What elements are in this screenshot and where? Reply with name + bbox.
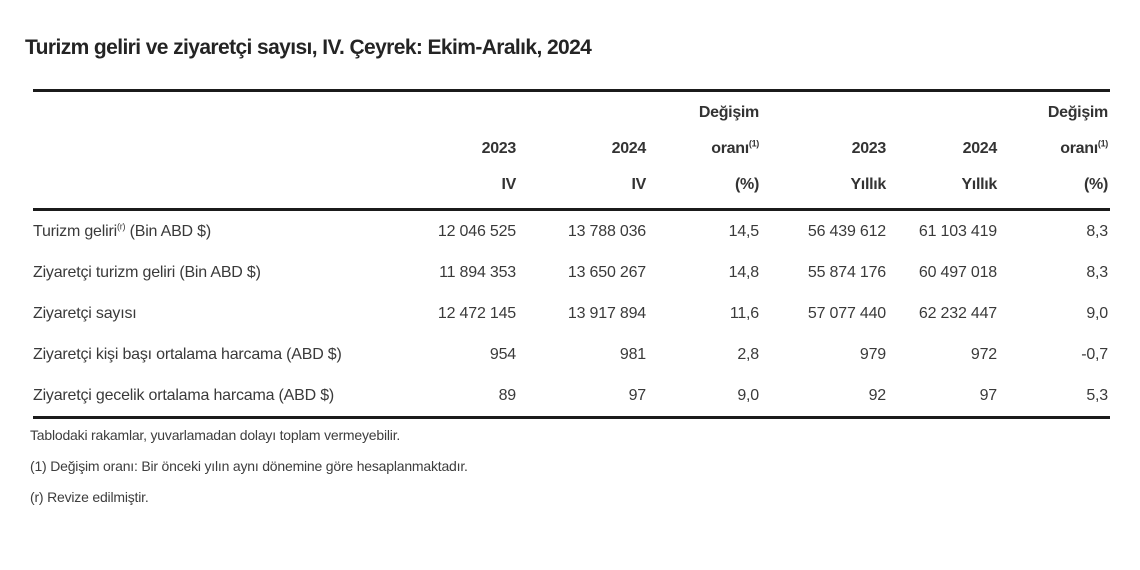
header-line: Değişim	[1047, 104, 1108, 121]
table-row: Turizm geliri(r) (Bin ABD $) 12 046 525 …	[33, 210, 1110, 253]
value-cell: 89	[498, 386, 517, 404]
table-row: Ziyaretçi kişi başı ortalama harcama (AB…	[33, 334, 1110, 375]
statistics-table: 2023 IV 2024 IV Değişim oranı(1) (%)	[33, 89, 1110, 419]
value-cell: 13 650 267	[567, 263, 646, 281]
page-title: Turizm geliri ve ziyaretçi sayısı, IV. Ç…	[25, 36, 592, 59]
value-cell: 8,3	[1086, 263, 1108, 281]
header-line: oranı(1)	[711, 138, 759, 157]
header-line: oranı(1)	[1060, 138, 1108, 157]
value-cell: 62 232 447	[918, 304, 997, 322]
header-line	[888, 95, 997, 131]
value-cell: 12 046 525	[437, 222, 516, 240]
row-label: Ziyaretçi kişi başı ortalama harcama (AB…	[33, 345, 342, 363]
column-header-2024-annual: 2024 Yıllık	[888, 90, 999, 211]
value-cell: 5,3	[1086, 386, 1108, 404]
header-line: Değişim	[698, 104, 759, 121]
value-cell: 97	[628, 386, 647, 404]
value-cell: 981	[619, 345, 646, 363]
header-line: (%)	[1084, 176, 1108, 193]
value-cell: 97	[979, 386, 998, 404]
header-line	[761, 95, 886, 131]
footnotes-block: Tablodaki rakamlar, yuvarlamadan dolayı …	[30, 426, 468, 519]
value-cell: 9,0	[737, 386, 759, 404]
value-cell: 13 917 894	[567, 304, 646, 322]
header-line: 2023	[851, 140, 887, 157]
value-cell: 14,8	[728, 263, 760, 281]
header-line: Yıllık	[961, 176, 997, 193]
value-cell: -0,7	[1081, 345, 1108, 363]
value-cell: 979	[859, 345, 886, 363]
table-row: Ziyaretçi turizm geliri (Bin ABD $) 11 8…	[33, 252, 1110, 293]
header-line: 2024	[962, 140, 998, 157]
value-cell: 55 874 176	[807, 263, 886, 281]
value-cell: 14,5	[728, 222, 760, 240]
header-line	[518, 95, 646, 131]
header-line: IV	[501, 176, 516, 193]
value-cell: 11 894 353	[439, 263, 516, 281]
column-header-2023-q4: 2023 IV	[398, 90, 518, 211]
header-line: (%)	[735, 176, 759, 193]
value-cell: 61 103 419	[918, 222, 997, 240]
value-cell: 8,3	[1086, 222, 1108, 240]
row-label: Turizm geliri(r) (Bin ABD $)	[33, 221, 211, 240]
column-header-change-rate-annual: Değişim oranı(1) (%)	[999, 90, 1110, 211]
row-label: Ziyaretçi turizm geliri (Bin ABD $)	[33, 263, 261, 281]
row-label: Ziyaretçi gecelik ortalama harcama (ABD …	[33, 386, 335, 404]
value-cell: 2,8	[737, 345, 759, 363]
column-header-2023-annual: 2023 Yıllık	[761, 90, 888, 211]
column-header-change-rate-q: Değişim oranı(1) (%)	[648, 90, 761, 211]
value-cell: 972	[970, 345, 997, 363]
footnote: (r) Revize edilmiştir.	[30, 489, 149, 505]
value-cell: 56 439 612	[807, 222, 886, 240]
value-cell: 11,6	[729, 304, 759, 322]
header-line: Yıllık	[850, 176, 886, 193]
footnote: Tablodaki rakamlar, yuvarlamadan dolayı …	[30, 427, 401, 443]
table-row: Ziyaretçi sayısı 12 472 145 13 917 894 1…	[33, 293, 1110, 334]
value-cell: 954	[489, 345, 516, 363]
value-cell: 9,0	[1086, 304, 1108, 322]
header-line: 2024	[611, 140, 647, 157]
footnote: (1) Değişim oranı: Bir önceki yılın aynı…	[30, 458, 468, 474]
statistics-table-container: 2023 IV 2024 IV Değişim oranı(1) (%)	[33, 89, 1110, 419]
column-header-empty	[33, 90, 398, 211]
value-cell: 57 077 440	[807, 304, 886, 322]
value-cell: 13 788 036	[567, 222, 646, 240]
header-line	[398, 95, 516, 131]
header-line: 2023	[481, 140, 517, 157]
column-header-2024-q4: 2024 IV	[518, 90, 648, 211]
row-label: Ziyaretçi sayısı	[33, 304, 137, 322]
value-cell: 12 472 145	[437, 304, 516, 322]
table-row: Ziyaretçi gecelik ortalama harcama (ABD …	[33, 375, 1110, 418]
header-row: 2023 IV 2024 IV Değişim oranı(1) (%)	[33, 90, 1110, 211]
value-cell: 92	[868, 386, 887, 404]
header-line: IV	[631, 176, 646, 193]
value-cell: 60 497 018	[918, 263, 997, 281]
